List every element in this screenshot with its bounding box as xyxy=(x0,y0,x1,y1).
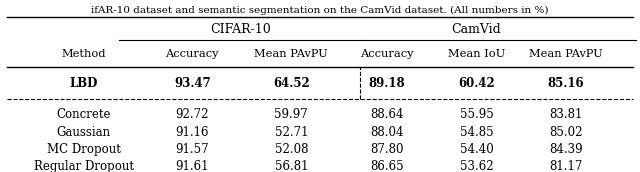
Text: 91.16: 91.16 xyxy=(175,126,209,139)
Text: Gaussian: Gaussian xyxy=(57,126,111,139)
Text: Method: Method xyxy=(61,49,106,59)
Text: 53.62: 53.62 xyxy=(460,160,493,172)
Text: 84.39: 84.39 xyxy=(549,143,582,156)
Text: Mean PAvPU: Mean PAvPU xyxy=(254,49,328,59)
Text: 85.02: 85.02 xyxy=(549,126,582,139)
Text: Concrete: Concrete xyxy=(56,109,111,121)
Text: 92.72: 92.72 xyxy=(175,109,209,121)
Text: Mean PAvPU: Mean PAvPU xyxy=(529,49,603,59)
Text: LBD: LBD xyxy=(70,77,98,90)
Text: 55.95: 55.95 xyxy=(460,109,493,121)
Text: Accuracy: Accuracy xyxy=(360,49,414,59)
Text: 88.04: 88.04 xyxy=(371,126,404,139)
Text: 93.47: 93.47 xyxy=(174,77,211,90)
Text: 59.97: 59.97 xyxy=(275,109,308,121)
Text: 81.17: 81.17 xyxy=(549,160,582,172)
Text: Regular Dropout: Regular Dropout xyxy=(34,160,134,172)
Text: 83.81: 83.81 xyxy=(549,109,582,121)
Text: 60.42: 60.42 xyxy=(458,77,495,90)
Text: MC Dropout: MC Dropout xyxy=(47,143,121,156)
Text: 56.81: 56.81 xyxy=(275,160,308,172)
Text: 54.85: 54.85 xyxy=(460,126,493,139)
Text: 86.65: 86.65 xyxy=(371,160,404,172)
Text: 52.08: 52.08 xyxy=(275,143,308,156)
Text: Mean IoU: Mean IoU xyxy=(448,49,505,59)
Text: 88.64: 88.64 xyxy=(371,109,404,121)
Text: Accuracy: Accuracy xyxy=(166,49,219,59)
Text: 64.52: 64.52 xyxy=(273,77,310,90)
Text: 91.61: 91.61 xyxy=(175,160,209,172)
Text: ifAR-10 dataset and semantic segmentation on the CamVid dataset. (All numbers in: ifAR-10 dataset and semantic segmentatio… xyxy=(92,6,548,15)
Text: 89.18: 89.18 xyxy=(369,77,405,90)
Text: 85.16: 85.16 xyxy=(548,77,584,90)
Text: 91.57: 91.57 xyxy=(175,143,209,156)
Text: CamVid: CamVid xyxy=(452,23,501,36)
Text: 54.40: 54.40 xyxy=(460,143,493,156)
Text: 87.80: 87.80 xyxy=(371,143,404,156)
Text: CIFAR-10: CIFAR-10 xyxy=(210,23,271,36)
Text: 52.71: 52.71 xyxy=(275,126,308,139)
